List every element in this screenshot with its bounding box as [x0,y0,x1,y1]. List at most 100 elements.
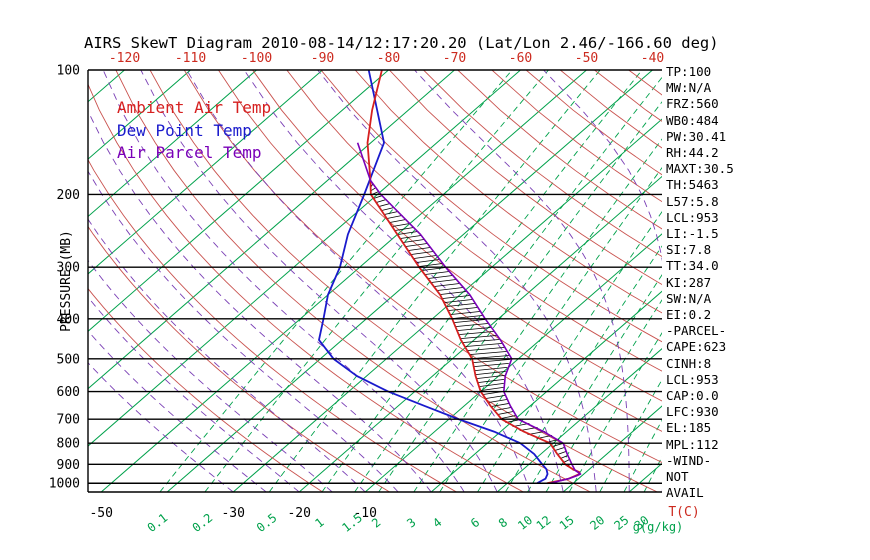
dry-adiabat-line [88,158,457,492]
cape-hatch-line [473,359,511,363]
info-line: TH:5463 [666,177,719,193]
mixing-unit-label: g(g/kg) [633,520,684,534]
info-line: TP:100 [666,64,712,79]
info-line: CAP:0.0 [666,388,719,404]
mixing-ratio-tick: 4 [430,515,444,530]
cape-hatch-line [407,247,432,251]
mixing-ratio-tick: 1 [312,515,326,530]
dry-adiabat-line [628,70,662,96]
pressure-tick: 700 [57,413,80,428]
cape-hatch-line [557,451,567,455]
cape-hatch-line [381,207,395,211]
cape-hatch-line [551,443,564,447]
info-line: MAXT:30.5 [666,161,734,177]
moist-adiabat-line [243,70,564,492]
moist-adiabat-line [140,70,498,492]
isotherm-line [100,70,587,492]
info-line: MW:N/A [666,80,712,96]
legend-dew-point-temp: Dew Point Temp [117,120,252,140]
cape-hatch-line [554,447,565,451]
mixing-ratio-tick: 12 [534,513,554,533]
mixing-ratio-line [439,167,662,492]
cape-hatch-line [394,227,415,231]
cape-hatch-line [471,355,511,359]
isotherm-line [562,405,662,492]
dry-adiabat-line [88,287,323,492]
temp-unit-label: T(C) [668,505,699,520]
cape-hatch-line [466,347,506,351]
bottom-temp-tick: -50 [89,506,112,521]
cape-hatch-line [484,395,506,399]
isotherm-line [88,70,323,275]
info-line: EI:0.2 [666,307,712,323]
bottom-temp-tick: -20 [287,506,310,521]
top-temp-tick: -110 [175,51,206,66]
info-line: LCL:953 [666,371,719,387]
mixing-ratio-line [505,245,662,492]
moist-adiabat-line [414,70,630,492]
legend-air-parcel-temp: Air Parcel Temp [117,143,262,162]
moist-adiabat-line [88,259,333,492]
dry-adiabat-line [183,70,662,463]
dry-adiabat-line [88,225,390,492]
bottom-temp-tick: -30 [221,506,244,521]
cape-hatch-line [424,271,451,275]
dry-adiabat-line [423,70,662,258]
cape-hatch-line [445,303,476,307]
isotherm-line [88,70,191,160]
top-temp-tick: -40 [641,51,664,66]
info-line: L57:5.8 [666,193,719,209]
mixing-ratio-tick: 3 [404,515,418,530]
cape-hatch-line [418,263,444,267]
moist-adiabat-line [88,110,432,492]
moist-adiabat-line [728,70,806,492]
info-line: RH:44.2 [666,145,719,161]
dry-adiabat-line [115,70,591,492]
cape-hatch-line [378,203,391,207]
legend-ambient-air-temp: Ambient Air Temp [117,98,272,117]
mixing-ratio-tick: 10 [515,513,535,533]
pressure-tick: 500 [57,352,80,367]
mixing-ratio-tick: 6 [468,515,482,530]
info-line: LFC:930 [666,404,719,420]
info-line: NOT [666,469,689,485]
cape-hatch-line [404,243,429,247]
cape-hatch-line [476,375,505,379]
cape-hatch-line [474,367,508,371]
dry-adiabat-line [252,70,662,402]
mixing-ratio-tick: 0.1 [145,511,171,535]
dry-adiabat-line [389,70,662,286]
air-parcel-curve [356,142,582,485]
cape-hatch-line [453,319,487,323]
info-line: PW:30.41 [666,128,727,144]
mixing-ratio-tick: 0.5 [254,511,280,535]
plot-area [88,70,806,492]
dry-adiabat-line [218,70,662,432]
isotherm-line [88,70,257,218]
isotherm-line [298,175,662,492]
info-line: TT:34.0 [666,258,719,274]
pressure-axis-label: PRESSURE (MB) [59,230,74,332]
cape-hatch-line [373,195,383,199]
mixing-ratio-line [477,211,662,492]
cape-hatch-line [473,363,509,367]
dry-adiabat-line [354,70,662,314]
cape-hatch-line [433,283,461,287]
pressure-tick: 400 [57,312,80,327]
dry-adiabat-line [320,70,662,343]
cape-hatch-line [410,251,435,255]
info-line: SI:7.8 [666,242,712,258]
info-line: FRZ:560 [666,96,719,112]
dry-adiabat-line [286,70,662,372]
pressure-tick: 200 [57,188,80,203]
cape-hatch-line [389,219,407,223]
info-line: CAPE:623 [666,339,727,355]
cape-hatch-line [449,311,481,315]
chart-title: AIRS SkewT Diagram 2010-08-14/12:17:20.2… [84,34,719,52]
pressure-tick: 1000 [49,477,80,492]
info-panel: TP:100 MW:N/A FRZ:560 WB0:484 PW:30.41 RH:44.… [666,64,734,501]
cape-hatch-line [447,307,479,311]
cape-hatch-line [436,287,465,291]
dry-adiabat-line [88,83,524,492]
